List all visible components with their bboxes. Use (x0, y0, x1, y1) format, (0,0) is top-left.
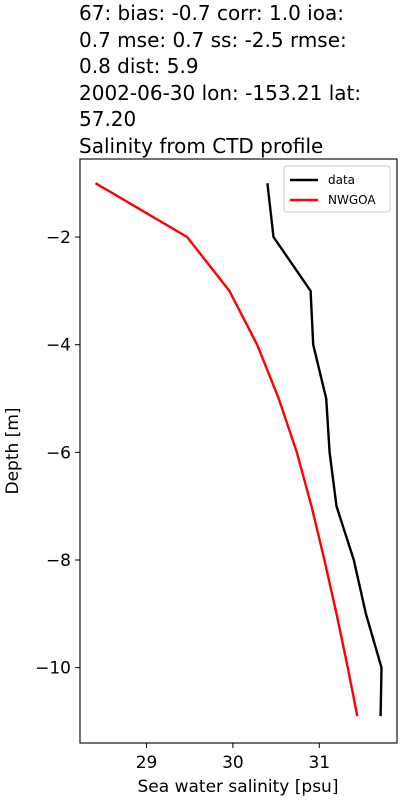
series-layer (94, 182, 383, 717)
legend-label-data: data (328, 173, 355, 187)
chart-title: 67: bias: -0.7 corr: 1.0 ioa: 0.7 mse: 0… (79, 0, 400, 159)
y-tick-label: −2 (46, 228, 71, 248)
y-tick-label: −10 (35, 659, 71, 679)
plot-area (80, 159, 397, 743)
x-tick-label: 29 (136, 753, 158, 773)
plot-frame (79, 158, 398, 744)
y-tick-label: −6 (46, 443, 71, 463)
series-line-data (266, 183, 383, 717)
legend-label-nwgoa: NWGOA (328, 193, 376, 207)
y-tick-label: −4 (46, 336, 71, 356)
series-line-nwgoa (94, 182, 359, 717)
y-tick-label: −8 (46, 551, 71, 571)
title-line: Salinity from CTD profile (79, 133, 324, 158)
legend: data NWGOA (283, 165, 391, 213)
x-axis-label: Sea water salinity [psu] (138, 777, 339, 797)
title-line: 0.8 dist: 5.9 (79, 54, 199, 78)
x-tick-label: 30 (222, 753, 244, 773)
x-axis: 29 30 31 (136, 743, 330, 773)
title-line: 67: bias: -0.7 corr: 1.0 ioa: (79, 1, 344, 25)
x-tick-label: 31 (308, 753, 330, 773)
y-axis-label: Depth [m] (3, 407, 23, 494)
title-line: 0.7 mse: 0.7 ss: -2.5 rmse: (79, 27, 347, 52)
title-line: 2002-06-30 lon: -153.21 lat: (79, 80, 362, 105)
title-line: 57.20 (79, 107, 137, 131)
y-axis: −2 −4 −6 −8 −10 (35, 228, 80, 679)
